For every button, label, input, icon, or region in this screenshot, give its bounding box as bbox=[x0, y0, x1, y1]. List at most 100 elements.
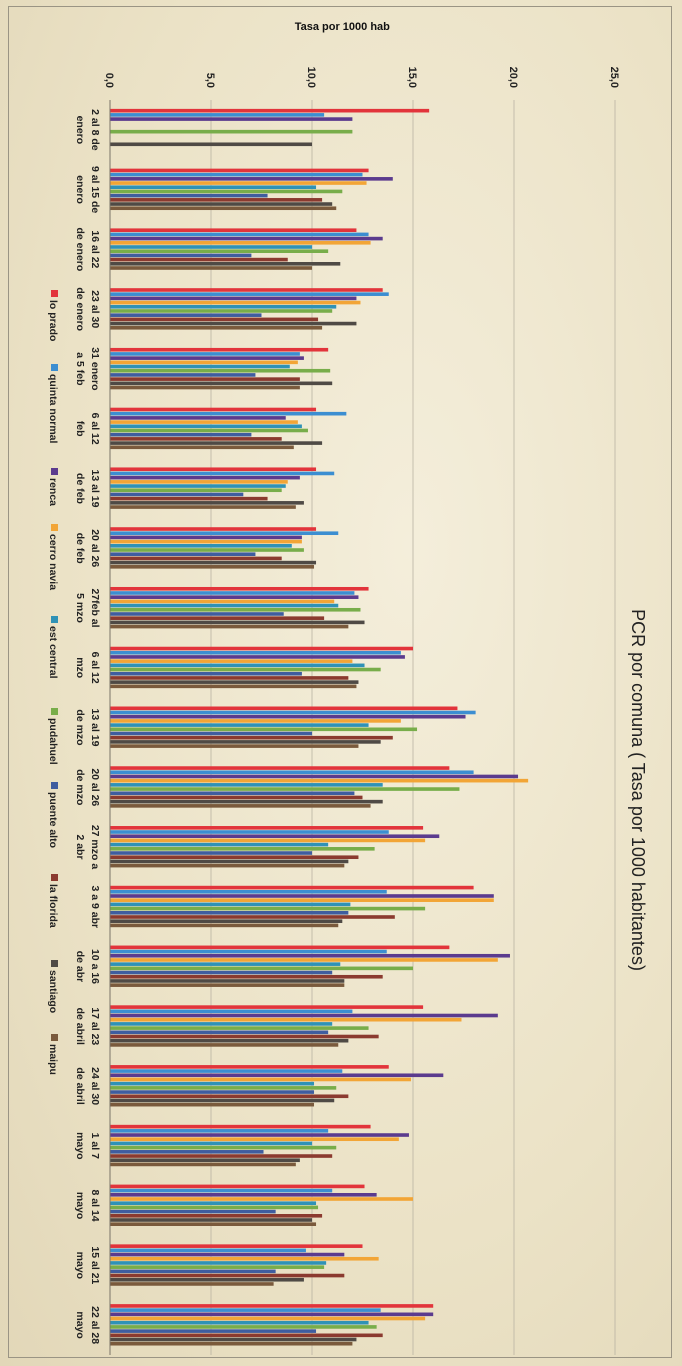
bar bbox=[110, 108, 430, 113]
figure-frame bbox=[8, 6, 672, 1358]
bar bbox=[110, 1073, 444, 1078]
y-axis-label: Tasa por 1000 hab bbox=[295, 21, 390, 33]
legend-swatch bbox=[51, 616, 58, 623]
bar bbox=[110, 915, 395, 919]
bar bbox=[110, 603, 339, 608]
x-tick-label: mzo bbox=[74, 657, 86, 678]
bar bbox=[110, 714, 466, 719]
legend-swatch bbox=[51, 960, 58, 967]
bar bbox=[110, 325, 323, 330]
bar bbox=[110, 181, 367, 185]
bar bbox=[109, 189, 343, 194]
bar bbox=[110, 193, 268, 198]
bar bbox=[110, 172, 363, 177]
bar bbox=[110, 300, 361, 305]
bar bbox=[110, 1282, 274, 1286]
x-tick-label: de feb bbox=[74, 473, 86, 504]
bar bbox=[110, 1261, 327, 1265]
bar bbox=[110, 1197, 413, 1201]
bar bbox=[110, 467, 317, 472]
bar bbox=[110, 795, 363, 800]
bar bbox=[110, 906, 426, 911]
bar bbox=[110, 735, 393, 740]
bar bbox=[110, 548, 304, 552]
bar bbox=[110, 535, 302, 540]
bar bbox=[110, 1005, 424, 1009]
bar bbox=[110, 1269, 276, 1274]
bar bbox=[110, 364, 290, 369]
bar bbox=[110, 719, 401, 723]
bar bbox=[110, 599, 335, 604]
bar bbox=[109, 859, 349, 864]
x-tick-label: 9 al 15 de bbox=[89, 166, 101, 213]
x-tick-label: mayo bbox=[74, 1252, 86, 1279]
legend-swatch bbox=[51, 524, 58, 531]
bar bbox=[110, 488, 282, 493]
bar bbox=[110, 1022, 333, 1026]
bar bbox=[109, 206, 337, 211]
bar bbox=[110, 317, 319, 322]
bar bbox=[110, 1034, 379, 1039]
x-tick-label: 3 a 9 abr bbox=[89, 885, 101, 928]
bar bbox=[110, 1205, 319, 1210]
bar bbox=[110, 953, 510, 958]
bar bbox=[110, 1043, 339, 1047]
legend-label: quinta normal bbox=[47, 374, 59, 444]
bar bbox=[110, 1030, 329, 1035]
bar bbox=[109, 416, 286, 420]
x-tick-label: 20 al 26 bbox=[89, 768, 101, 806]
legend-label: maipu bbox=[47, 1044, 59, 1075]
bar bbox=[110, 527, 317, 531]
bar bbox=[110, 723, 369, 727]
bar bbox=[110, 1009, 353, 1014]
x-tick-label: 10 a 16 bbox=[89, 949, 101, 984]
bar bbox=[110, 974, 383, 979]
y-tick-label: 0,0 bbox=[103, 73, 115, 88]
bar bbox=[109, 428, 308, 433]
bar bbox=[110, 356, 304, 360]
bar bbox=[110, 799, 383, 804]
bar bbox=[110, 1077, 411, 1082]
bar bbox=[109, 855, 359, 860]
bar bbox=[109, 544, 292, 548]
bar bbox=[110, 424, 302, 429]
bar bbox=[109, 834, 440, 839]
bar bbox=[110, 898, 494, 902]
bar bbox=[110, 923, 339, 928]
bar bbox=[109, 304, 337, 309]
bar bbox=[110, 894, 494, 898]
bar bbox=[109, 1069, 343, 1073]
bar bbox=[110, 970, 333, 975]
bar bbox=[110, 505, 296, 509]
bar bbox=[110, 863, 345, 868]
bar bbox=[109, 680, 359, 684]
bar bbox=[110, 441, 323, 445]
bar bbox=[110, 1329, 317, 1333]
bar bbox=[110, 531, 339, 536]
bar bbox=[109, 1304, 434, 1308]
bar bbox=[110, 586, 369, 591]
bar bbox=[110, 889, 387, 894]
bar bbox=[109, 910, 349, 915]
bar bbox=[110, 983, 345, 987]
chart-title: PCR por comuna ( Tasa por 1000 habitante… bbox=[628, 609, 648, 971]
bar bbox=[110, 616, 325, 620]
bar bbox=[110, 979, 345, 983]
x-tick-label: 2 abr bbox=[74, 834, 86, 859]
bar bbox=[110, 671, 302, 676]
x-tick-label: de abr bbox=[74, 951, 86, 983]
bar bbox=[110, 1013, 498, 1018]
bar bbox=[110, 710, 476, 715]
bar bbox=[109, 624, 349, 629]
bar bbox=[110, 842, 329, 847]
bar bbox=[110, 309, 333, 313]
bar bbox=[110, 659, 353, 663]
bar bbox=[110, 826, 424, 830]
bar bbox=[110, 1193, 377, 1197]
bar bbox=[109, 1150, 264, 1154]
bar bbox=[110, 437, 282, 441]
legend-label: santiago bbox=[47, 970, 59, 1013]
bar bbox=[110, 236, 383, 241]
x-tick-label: de enero bbox=[74, 287, 86, 331]
